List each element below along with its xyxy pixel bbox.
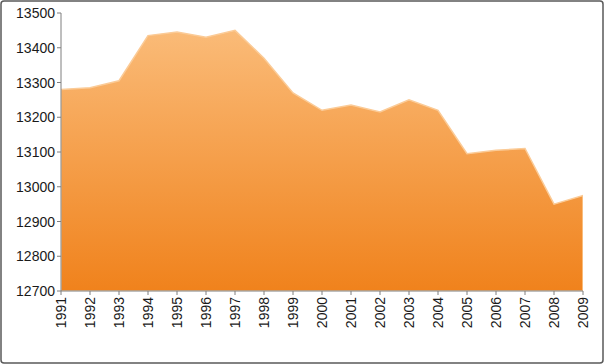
- x-tick-label: 1997: [227, 297, 243, 328]
- x-tick: [322, 291, 323, 295]
- x-tick-label: 1999: [285, 297, 301, 328]
- y-tick-label: 13400: [16, 40, 55, 56]
- y-tick: [57, 13, 61, 14]
- x-tick: [438, 291, 439, 295]
- x-tick: [293, 291, 294, 295]
- x-tick-label: 2002: [372, 297, 388, 328]
- x-tick-label: 2003: [401, 297, 417, 328]
- y-tick-label: 13500: [16, 5, 55, 21]
- x-tick: [206, 291, 207, 295]
- y-tick-label: 13000: [16, 179, 55, 195]
- x-tick-label: 1998: [256, 297, 272, 328]
- x-tick: [583, 291, 584, 295]
- x-tick-label: 2007: [517, 297, 533, 328]
- y-tick-label: 12900: [16, 214, 55, 230]
- x-tick-label: 1995: [169, 297, 185, 328]
- y-tick: [57, 186, 61, 187]
- y-tick: [57, 291, 61, 292]
- x-tick-label: 1996: [198, 297, 214, 328]
- x-tick: [61, 291, 62, 295]
- y-tick: [57, 82, 61, 83]
- x-tick: [235, 291, 236, 295]
- x-tick-label: 1994: [140, 297, 156, 328]
- chart-svg: 12700 12800 12900 13000 13100 13200 13300 13400…: [0, 0, 604, 364]
- x-tick: [264, 291, 265, 295]
- x-tick: [554, 291, 555, 295]
- y-tick-label: 13200: [16, 109, 55, 125]
- x-tick: [90, 291, 91, 295]
- x-tick-label: 2008: [546, 297, 562, 328]
- x-tick-label: 1992: [82, 297, 98, 328]
- chart-frame: [1, 1, 603, 363]
- x-tick: [380, 291, 381, 295]
- x-tick: [119, 291, 120, 295]
- y-tick-label: 12800: [16, 248, 55, 264]
- x-tick-label: 1991: [53, 297, 69, 328]
- x-tick: [351, 291, 352, 295]
- y-tick-label: 13100: [16, 144, 55, 160]
- y-tick-label: 13300: [16, 75, 55, 91]
- chart-container: 12700 12800 12900 13000 13100 13200 13300 13400…: [0, 0, 604, 364]
- x-tick-label: 1993: [111, 297, 127, 328]
- x-tick: [525, 291, 526, 295]
- y-tick-label: 12700: [16, 283, 55, 299]
- x-tick: [177, 291, 178, 295]
- y-tick: [57, 256, 61, 257]
- x-tick: [148, 291, 149, 295]
- y-tick: [57, 221, 61, 222]
- y-tick: [57, 152, 61, 153]
- x-tick-label: 2004: [430, 297, 446, 328]
- y-tick: [57, 47, 61, 48]
- x-tick-label: 2006: [488, 297, 504, 328]
- x-tick-label: 2005: [459, 297, 475, 328]
- x-tick: [409, 291, 410, 295]
- plot-area: [61, 30, 583, 291]
- area: [61, 30, 583, 291]
- x-tick-label: 2000: [314, 297, 330, 328]
- x-tick: [467, 291, 468, 295]
- x-tick-label: 2009: [575, 297, 591, 328]
- x-tick: [496, 291, 497, 295]
- x-tick-label: 2001: [343, 297, 359, 328]
- y-tick: [57, 117, 61, 118]
